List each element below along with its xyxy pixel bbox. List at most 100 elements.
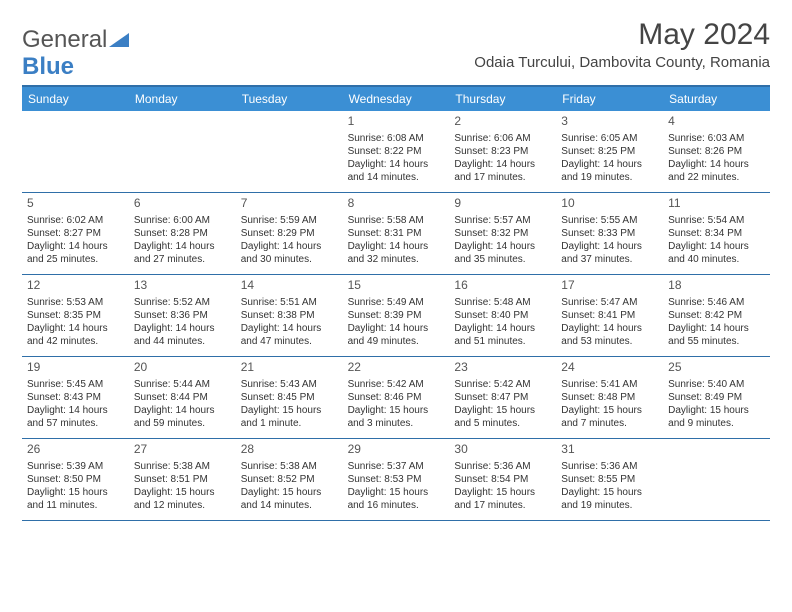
sunrise-line: Sunrise: 5:38 AM: [134, 460, 231, 473]
sunrise-line: Sunrise: 5:49 AM: [348, 296, 445, 309]
daylight-line: Daylight: 14 hours and 51 minutes.: [454, 322, 551, 348]
sunrise-line: Sunrise: 5:58 AM: [348, 214, 445, 227]
daylight-line: Daylight: 15 hours and 7 minutes.: [561, 404, 658, 430]
sunrise-line: Sunrise: 5:57 AM: [454, 214, 551, 227]
day-number: 15: [348, 278, 445, 294]
empty-cell: [22, 111, 129, 193]
daylight-line: Daylight: 15 hours and 16 minutes.: [348, 486, 445, 512]
day-number: 16: [454, 278, 551, 294]
daylight-line: Daylight: 14 hours and 57 minutes.: [27, 404, 124, 430]
day-cell: 13Sunrise: 5:52 AMSunset: 8:36 PMDayligh…: [129, 275, 236, 357]
day-cell: 15Sunrise: 5:49 AMSunset: 8:39 PMDayligh…: [343, 275, 450, 357]
day-cell: 16Sunrise: 5:48 AMSunset: 8:40 PMDayligh…: [449, 275, 556, 357]
sunset-line: Sunset: 8:29 PM: [241, 227, 338, 240]
daylight-line: Daylight: 14 hours and 14 minutes.: [348, 158, 445, 184]
daylight-line: Daylight: 14 hours and 42 minutes.: [27, 322, 124, 348]
daylight-line: Daylight: 14 hours and 44 minutes.: [134, 322, 231, 348]
day-number: 18: [668, 278, 765, 294]
day-cell: 4 Sunrise: 6:03 AMSunset: 8:26 PMDaylight…: [663, 111, 770, 193]
daylight-line: Daylight: 15 hours and 3 minutes.: [348, 404, 445, 430]
sunrise-line: Sunrise: 6:03 AM: [668, 132, 765, 145]
sunset-line: Sunset: 8:26 PM: [668, 145, 765, 158]
day-cell: 31Sunrise: 5:36 AMSunset: 8:55 PMDayligh…: [556, 439, 663, 521]
sunset-line: Sunset: 8:34 PM: [668, 227, 765, 240]
sunrise-line: Sunrise: 5:38 AM: [241, 460, 338, 473]
daylight-line: Daylight: 15 hours and 9 minutes.: [668, 404, 765, 430]
sunrise-line: Sunrise: 5:37 AM: [348, 460, 445, 473]
weekday-header: Thursday: [449, 87, 556, 111]
logo: General: [22, 18, 129, 54]
day-cell: 20Sunrise: 5:44 AMSunset: 8:44 PMDayligh…: [129, 357, 236, 439]
day-cell: 19Sunrise: 5:45 AMSunset: 8:43 PMDayligh…: [22, 357, 129, 439]
weekday-header: Sunday: [22, 87, 129, 111]
daylight-line: Daylight: 14 hours and 19 minutes.: [561, 158, 658, 184]
sunset-line: Sunset: 8:27 PM: [27, 227, 124, 240]
weekday-header: Wednesday: [343, 87, 450, 111]
daylight-line: Daylight: 14 hours and 49 minutes.: [348, 322, 445, 348]
day-number: 5: [27, 196, 124, 212]
day-number: 21: [241, 360, 338, 376]
day-number: 11: [668, 196, 765, 212]
sunrise-line: Sunrise: 6:08 AM: [348, 132, 445, 145]
day-number: 3: [561, 114, 658, 130]
sunrise-line: Sunrise: 5:59 AM: [241, 214, 338, 227]
sunrise-line: Sunrise: 5:40 AM: [668, 378, 765, 391]
sunrise-line: Sunrise: 5:36 AM: [454, 460, 551, 473]
sunset-line: Sunset: 8:49 PM: [668, 391, 765, 404]
day-number: 7: [241, 196, 338, 212]
daylight-line: Daylight: 15 hours and 1 minute.: [241, 404, 338, 430]
sunset-line: Sunset: 8:35 PM: [27, 309, 124, 322]
daylight-line: Daylight: 14 hours and 47 minutes.: [241, 322, 338, 348]
sunset-line: Sunset: 8:50 PM: [27, 473, 124, 486]
day-cell: 21Sunrise: 5:43 AMSunset: 8:45 PMDayligh…: [236, 357, 343, 439]
day-cell: 10Sunrise: 5:55 AMSunset: 8:33 PMDayligh…: [556, 193, 663, 275]
daylight-line: Daylight: 14 hours and 22 minutes.: [668, 158, 765, 184]
daylight-line: Daylight: 14 hours and 40 minutes.: [668, 240, 765, 266]
day-cell: 12Sunrise: 5:53 AMSunset: 8:35 PMDayligh…: [22, 275, 129, 357]
calendar-grid: 1Sunrise: 6:08 AMSunset: 8:22 PMDaylight…: [22, 111, 770, 521]
day-number: 2: [454, 114, 551, 130]
day-number: 19: [27, 360, 124, 376]
empty-cell: [129, 111, 236, 193]
day-number: 24: [561, 360, 658, 376]
daylight-line: Daylight: 14 hours and 32 minutes.: [348, 240, 445, 266]
sunset-line: Sunset: 8:53 PM: [348, 473, 445, 486]
sunset-line: Sunset: 8:47 PM: [454, 391, 551, 404]
sunset-line: Sunset: 8:32 PM: [454, 227, 551, 240]
daylight-line: Daylight: 14 hours and 35 minutes.: [454, 240, 551, 266]
daylight-line: Daylight: 14 hours and 53 minutes.: [561, 322, 658, 348]
day-number: 4: [668, 114, 765, 130]
sunset-line: Sunset: 8:52 PM: [241, 473, 338, 486]
sunset-line: Sunset: 8:41 PM: [561, 309, 658, 322]
daylight-line: Daylight: 14 hours and 59 minutes.: [134, 404, 231, 430]
day-cell: 3Sunrise: 6:05 AMSunset: 8:25 PMDaylight…: [556, 111, 663, 193]
day-cell: 29Sunrise: 5:37 AMSunset: 8:53 PMDayligh…: [343, 439, 450, 521]
day-number: 17: [561, 278, 658, 294]
sunrise-line: Sunrise: 6:00 AM: [134, 214, 231, 227]
sunset-line: Sunset: 8:38 PM: [241, 309, 338, 322]
day-cell: 30Sunrise: 5:36 AMSunset: 8:54 PMDayligh…: [449, 439, 556, 521]
day-cell: 9 Sunrise: 5:57 AMSunset: 8:32 PMDaylight…: [449, 193, 556, 275]
day-number: 13: [134, 278, 231, 294]
sunrise-line: Sunrise: 5:39 AM: [27, 460, 124, 473]
sunrise-line: Sunrise: 5:43 AM: [241, 378, 338, 391]
day-cell: 24Sunrise: 5:41 AMSunset: 8:48 PMDayligh…: [556, 357, 663, 439]
sunrise-line: Sunrise: 5:53 AM: [27, 296, 124, 309]
daylight-line: Daylight: 15 hours and 17 minutes.: [454, 486, 551, 512]
day-cell: 26Sunrise: 5:39 AMSunset: 8:50 PMDayligh…: [22, 439, 129, 521]
daylight-line: Daylight: 14 hours and 30 minutes.: [241, 240, 338, 266]
sunrise-line: Sunrise: 5:44 AM: [134, 378, 231, 391]
calendar-page: General May 2024 Odaia Turcului, Dambovi…: [0, 0, 792, 531]
day-cell: 25 Sunrise: 5:40 AMSunset: 8:49 PMDayligh…: [663, 357, 770, 439]
sunrise-line: Sunrise: 5:42 AM: [348, 378, 445, 391]
day-number: 9: [454, 196, 551, 212]
day-number: 25: [668, 360, 765, 376]
logo-text-1: General: [22, 26, 107, 54]
daylight-line: Daylight: 15 hours and 11 minutes.: [27, 486, 124, 512]
day-number: 28: [241, 442, 338, 458]
sunset-line: Sunset: 8:48 PM: [561, 391, 658, 404]
day-cell: 6Sunrise: 6:00 AMSunset: 8:28 PMDaylight…: [129, 193, 236, 275]
day-number: 23: [454, 360, 551, 376]
day-cell: 27Sunrise: 5:38 AMSunset: 8:51 PMDayligh…: [129, 439, 236, 521]
weekday-header: Tuesday: [236, 87, 343, 111]
